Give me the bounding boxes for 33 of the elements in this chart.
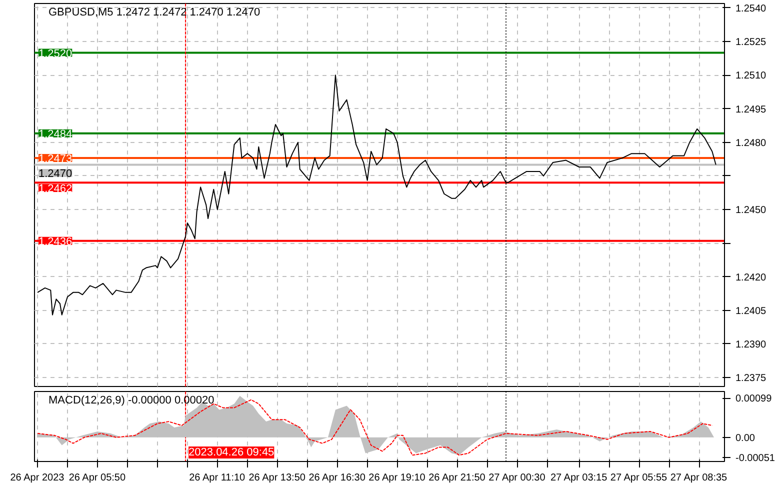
x-tick-label: 27 Apr 05:55 (610, 472, 668, 484)
ref-line-label: 1.2473 (38, 153, 72, 166)
y-tick-label: 1.2390 (736, 339, 767, 350)
ref-line-label: 1.2436 (38, 236, 72, 248)
y-tick-label: 1.2375 (736, 373, 767, 384)
x-tick-label: 27 Apr 03:15 (550, 472, 608, 484)
ref-line-label: 1.2484 (38, 128, 72, 140)
ref-line-label: 1.2462 (38, 183, 72, 196)
y-tick-label: 0.00 (736, 432, 756, 444)
y-tick-label: 1.2420 (736, 272, 767, 284)
x-tick-label: 26 Apr 21:50 (428, 472, 486, 484)
x-tick-label: 26 Apr 13:50 (248, 472, 306, 484)
x-tick-label: 26 Apr 05:50 (68, 472, 126, 484)
x-tick-label: 26 Apr 19:10 (368, 472, 426, 484)
y-tick-label: 0.00099 (736, 394, 772, 405)
ref-line-label: 1.2470 (38, 168, 72, 180)
x-tick-label: 26 Apr 16:30 (308, 472, 366, 484)
x-tick-label: 27 Apr 08:35 (670, 472, 728, 484)
y-tick-label: 1.2450 (736, 205, 767, 216)
x-tick-label: 27 Apr 00:30 (488, 472, 546, 484)
y-tick-label: 1.2405 (736, 306, 767, 317)
y-tick-label: 1.2480 (736, 138, 767, 149)
ref-line-label: 1.2520 (38, 48, 72, 60)
y-tick-label: 1.2495 (736, 104, 767, 116)
x-tick-label: 26 Apr 11:10 (189, 472, 246, 484)
chart-title: GBPUSD,M5 1.2472 1.2472 1.2470 1.2470 (48, 6, 260, 18)
y-tick-label: -0.00051 (736, 453, 776, 464)
x-tick-label: 26 Apr 2023 (10, 472, 65, 484)
ref-line-label: 2023.04.26 09:45 (188, 446, 274, 458)
chart-title: MACD(12,26,9) -0.00000 0.00020 (48, 394, 214, 406)
y-tick-label: 1.2540 (736, 3, 767, 14)
y-tick-label: 1.2510 (736, 70, 767, 82)
y-tick-label: 1.2525 (736, 37, 767, 48)
